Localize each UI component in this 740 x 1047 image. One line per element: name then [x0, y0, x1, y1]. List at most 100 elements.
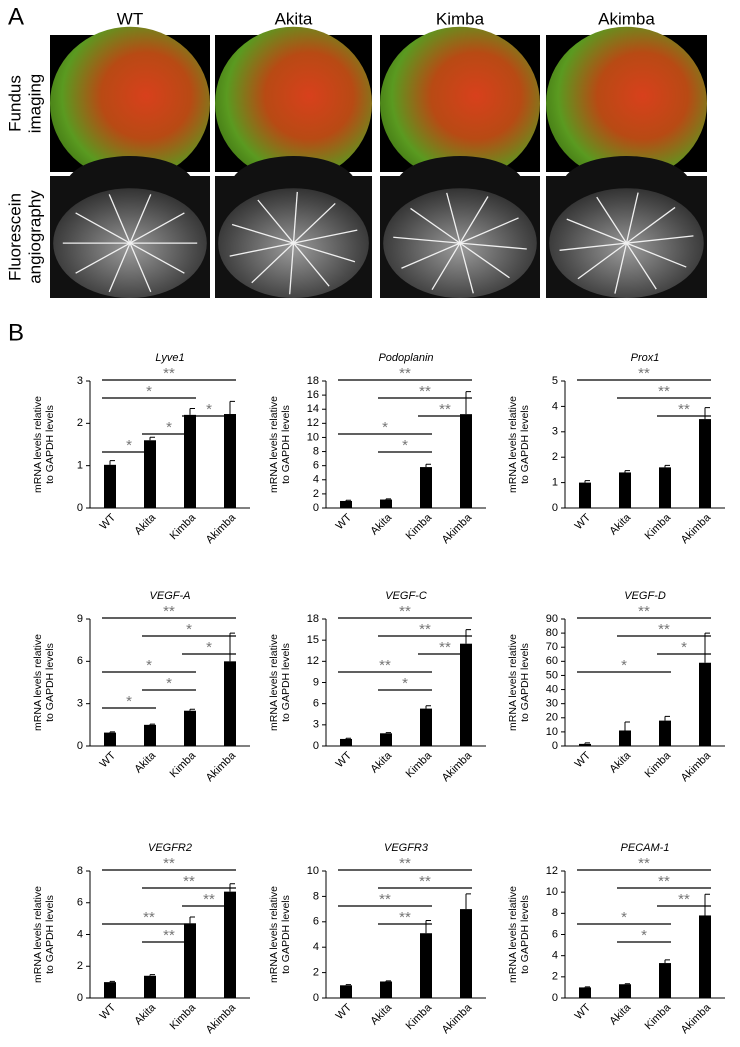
vessel: [229, 242, 294, 257]
significance-label: **: [678, 891, 690, 908]
significance-label: **: [419, 621, 431, 638]
x-tick-label: WT: [334, 749, 355, 770]
significance-label: **: [658, 873, 670, 890]
bar: [144, 440, 156, 508]
significance-label: **: [379, 657, 391, 674]
y-tick-label: 12: [307, 655, 319, 667]
vessel: [577, 242, 627, 280]
y-tick-label: 0: [313, 502, 319, 514]
x-tick-label: Kimba: [404, 511, 435, 542]
bar: [340, 500, 352, 508]
x-tick-label: WT: [98, 749, 119, 770]
vessel: [446, 192, 461, 244]
error-bar: [425, 705, 431, 709]
y-tick-label: 50: [546, 669, 558, 681]
significance-label: **: [163, 365, 175, 382]
y-tick-label: 0: [552, 992, 558, 1004]
vessel: [231, 223, 294, 244]
significance-label: *: [681, 639, 687, 656]
error-bar: [664, 464, 670, 468]
bar: [184, 710, 196, 746]
vessel: [614, 242, 628, 294]
x-tick-label: WT: [98, 1001, 119, 1022]
bar: [659, 467, 671, 508]
y-tick-label: 0: [552, 740, 558, 752]
significance-label: **: [399, 603, 411, 620]
fundus-image: [215, 26, 372, 181]
y-tick-label: 4: [552, 400, 558, 412]
vessel: [459, 242, 474, 294]
bar: [340, 985, 352, 998]
y-tick-label: 8: [313, 890, 319, 902]
y-tick-label: 2: [77, 960, 83, 972]
vessel: [459, 242, 510, 279]
y-tick-label: 9: [313, 676, 319, 688]
chart-title: VEGFR3: [384, 842, 429, 854]
y-axis-label: mRNA levels relative: [32, 634, 44, 731]
x-tick-label: Akita: [132, 511, 158, 537]
vessel: [459, 217, 519, 244]
y-axis-label: mRNA levels relative: [268, 886, 280, 983]
error-bar: [385, 498, 391, 500]
error-bar: [385, 980, 391, 982]
error-bar: [189, 408, 195, 415]
y-tick-label: 10: [546, 726, 558, 738]
vessel: [625, 242, 657, 290]
chart-title: PECAM-1: [621, 842, 670, 854]
error-bar: [149, 436, 155, 441]
fundus-image: [546, 26, 707, 181]
error-bar: [704, 893, 710, 916]
y-tick-label: 60: [546, 655, 558, 667]
bar: [224, 891, 236, 998]
bar: [659, 963, 671, 998]
vessel: [293, 229, 358, 244]
y-axis-label: mRNA levels relative: [32, 886, 44, 983]
x-tick-label: Akimba: [440, 511, 475, 546]
error-bar: [385, 732, 391, 734]
bar: [579, 987, 591, 998]
y-tick-label: 15: [307, 634, 319, 646]
bar: [619, 984, 631, 998]
error-bar: [189, 708, 195, 711]
significance-label: **: [419, 383, 431, 400]
vessel: [625, 192, 639, 244]
column-header: Akimba: [598, 9, 655, 28]
bar: [659, 720, 671, 746]
significance-label: *: [146, 383, 152, 400]
bar: [460, 909, 472, 998]
error-bar: [664, 715, 670, 721]
x-tick-label: Akimba: [440, 1001, 475, 1036]
bar: [420, 933, 432, 998]
bar: [104, 732, 116, 746]
x-tick-label: WT: [573, 1001, 594, 1022]
bar: [420, 467, 432, 508]
column-header: Kimba: [436, 9, 485, 28]
y-tick-label: 14: [307, 403, 319, 415]
x-tick-label: Kimba: [168, 749, 199, 780]
y-tick-label: 18: [307, 613, 319, 625]
error-bar: [584, 742, 590, 744]
y-tick-label: 6: [77, 655, 83, 667]
image-panel: WT Akita Kimba Akimba Fundus imaging Fluoresce…: [5, 9, 707, 298]
significance-label: *: [402, 437, 408, 454]
error-bar: [624, 983, 630, 985]
vessel: [292, 242, 330, 287]
significance-label: **: [678, 401, 690, 418]
significance-label: *: [206, 401, 212, 418]
x-tick-label: Kimba: [643, 1001, 674, 1032]
y-tick-label: 6: [313, 698, 319, 710]
y-tick-label: 0: [77, 502, 83, 514]
vessel: [129, 242, 152, 293]
y-tick-label: 0: [77, 740, 83, 752]
significance-label: **: [143, 909, 155, 926]
chart-title: VEGFR2: [148, 842, 192, 854]
x-tick-label: Kimba: [168, 1001, 199, 1032]
significance-label: *: [621, 657, 627, 674]
column-header: Akita: [275, 9, 313, 28]
error-bar: [229, 400, 235, 415]
y-tick-label: 8: [552, 907, 558, 919]
vessel: [129, 194, 152, 244]
y-axis-label: mRNA levels relative: [507, 634, 519, 731]
vessel: [289, 243, 295, 295]
significance-label: *: [126, 693, 132, 710]
